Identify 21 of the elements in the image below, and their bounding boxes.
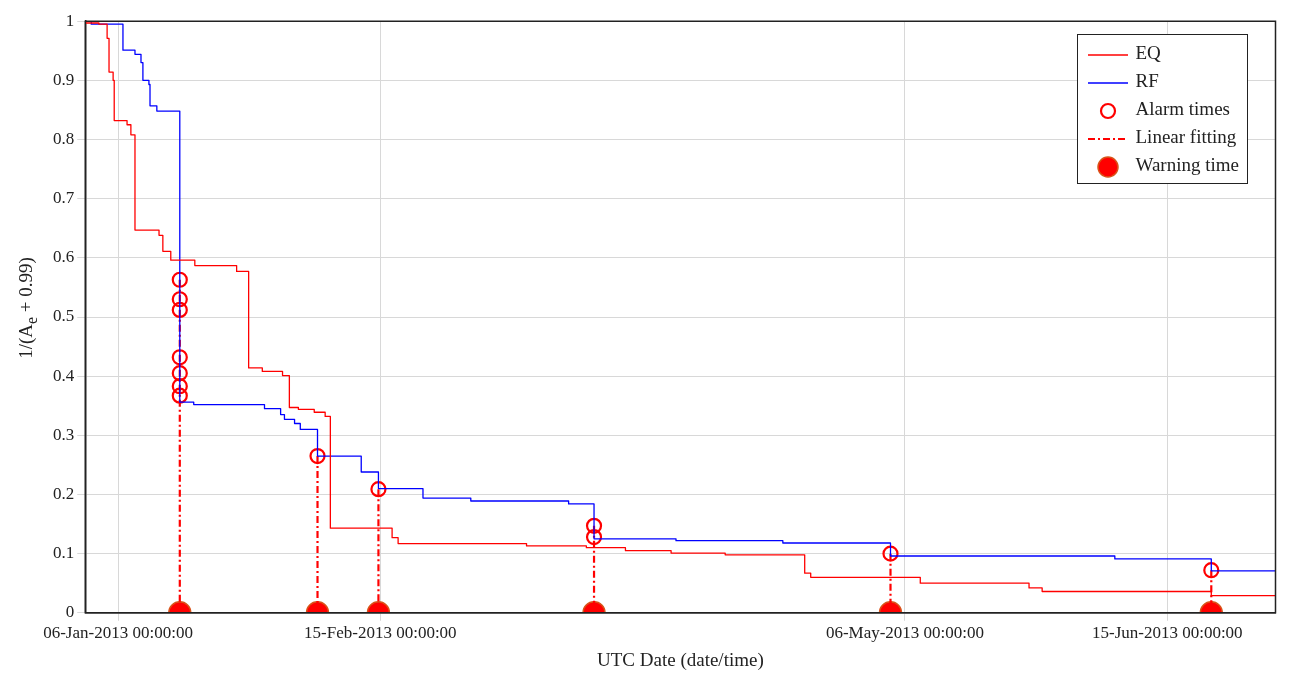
y-tick-label: 0.1 xyxy=(53,543,75,563)
x-tick-label: 06-Jan-2013 00:00:00 xyxy=(43,623,193,643)
y-tick-label: 0.4 xyxy=(53,365,75,385)
y-tick-label: 0.9 xyxy=(53,69,75,89)
y-tick-label: 0.5 xyxy=(53,306,75,326)
legend-label: EQ xyxy=(1134,41,1162,65)
legend-label: Alarm times xyxy=(1134,97,1231,121)
legend-label: RF xyxy=(1134,69,1160,93)
y-tick-label: 0.7 xyxy=(53,188,75,208)
x-axis-title: UTC Date (date/time) xyxy=(597,648,764,671)
x-tick-label: 15-Feb-2013 00:00:00 xyxy=(304,623,457,643)
x-tick-label: 15-Jun-2013 00:00:00 xyxy=(1091,623,1243,643)
y-tick-label: 0.2 xyxy=(53,483,75,503)
y-tick-label: 0.3 xyxy=(53,424,75,444)
y-tick-label: 1 xyxy=(65,10,75,30)
y-tick-label: 0.8 xyxy=(53,128,75,148)
legend-label: Linear fitting xyxy=(1134,125,1238,149)
x-tick-label: 06-May-2013 00:00:00 xyxy=(825,623,985,643)
legend-label: Warning time xyxy=(1134,153,1239,177)
y-tick-label: 0 xyxy=(65,602,75,622)
y-tick-label: 0.6 xyxy=(53,247,75,267)
